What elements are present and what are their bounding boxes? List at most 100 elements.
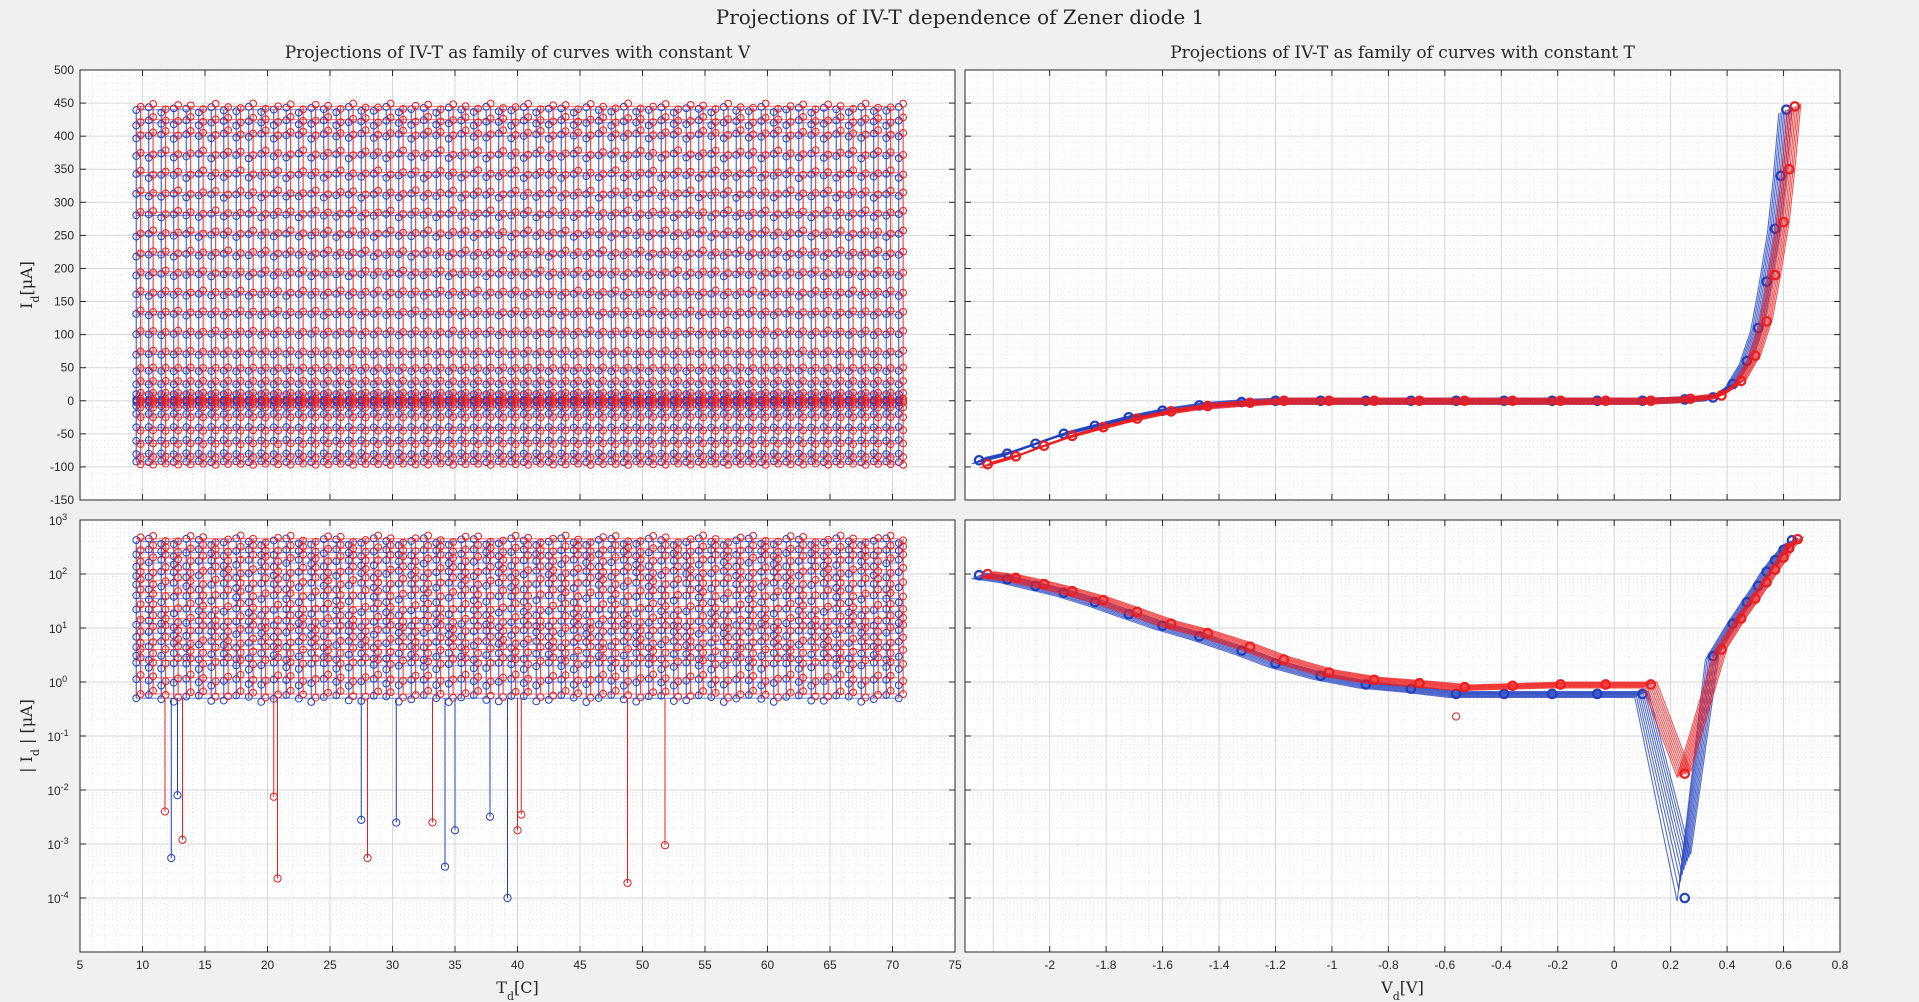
point-red [186,586,195,595]
point-blue [794,626,803,635]
point-red [861,114,870,123]
point-red [436,286,445,295]
point-red [274,268,283,277]
point-red [436,210,445,218]
point-red [1323,395,1335,407]
point-red [149,189,158,197]
point-red [436,146,445,155]
point-red [199,567,208,575]
point-blue [607,558,616,567]
point-red [761,113,770,122]
point-red [699,308,708,317]
point-red [411,149,420,158]
point-blue [732,651,741,660]
point-red [261,328,270,336]
point-red [236,229,245,238]
point-blue [669,621,678,630]
point-blue [582,458,591,467]
point-red [474,659,483,668]
point-red [311,654,320,663]
point-red [674,189,683,198]
point-blue [857,595,866,604]
point-red [686,167,695,176]
point-red [224,308,233,317]
chart-bottom-left[interactable]: 5 10 15 20 25 30 35 40 45 50 55 60 65 70 7510-410-310-… [17,512,962,1002]
point-blue [207,650,216,659]
chart-top-right[interactable]: Projections of IV-T as family of curves … [964,43,1841,501]
point-red [299,563,308,572]
point-red [174,131,183,140]
point-red [674,328,683,336]
point-red [424,127,433,136]
point-red [249,129,258,138]
point-blue [694,617,703,626]
point-red [186,190,195,198]
point-red [286,128,295,136]
point-red [299,605,308,614]
point-blue [232,593,241,602]
point-red [849,209,858,218]
point-blue [194,691,203,700]
point-red [424,100,433,109]
point-blue [307,609,316,618]
point-blue [469,596,478,605]
point-blue [657,626,666,635]
point-red [436,536,445,545]
point-red [299,229,308,238]
point-red [361,246,370,255]
point-red [299,542,308,551]
point-red [524,226,533,235]
point-blue [682,579,691,588]
point-red [411,186,420,195]
point-red [524,460,533,469]
point-blue [344,696,353,705]
point-blue [482,651,491,660]
point-red [149,226,158,235]
point-blue [794,606,803,615]
point-red [349,151,358,160]
point-red [449,116,458,125]
point-red [249,151,258,159]
point-red [674,146,683,155]
point-red [861,206,870,215]
point-red [724,460,733,469]
point-red [561,189,570,198]
point-red [424,671,433,680]
point-blue [257,637,266,646]
point-red [886,186,895,195]
point-red [661,128,670,137]
point-blue [869,651,878,659]
point-red [236,306,245,315]
point-red [536,328,545,336]
point-red [211,131,220,139]
point-blue [619,567,628,576]
point-red [811,167,820,175]
point-red [724,326,733,335]
point-red [624,170,633,178]
point-red [574,286,583,295]
point-red [361,266,370,275]
point-red [249,288,258,297]
point-red [686,249,695,258]
chart-top-left[interactable]: -150-100-5005010015020025030035040045050… [17,43,956,507]
point-red [636,246,645,255]
point-red [499,308,508,317]
point-red [886,229,895,238]
point-red [299,286,308,295]
point-red [499,169,508,178]
point-red [349,692,358,701]
point-red [536,167,545,176]
point-blue [632,539,641,548]
point-red [686,100,695,109]
point-red [824,100,833,109]
point-red [211,692,220,701]
point-blue [169,609,178,618]
point-red [461,599,470,608]
point-red [211,657,220,666]
point-red [724,227,733,236]
point-blue [419,546,428,554]
point-red [736,267,745,275]
point-red [399,574,408,583]
point-blue [332,596,341,605]
point-blue [807,663,816,672]
